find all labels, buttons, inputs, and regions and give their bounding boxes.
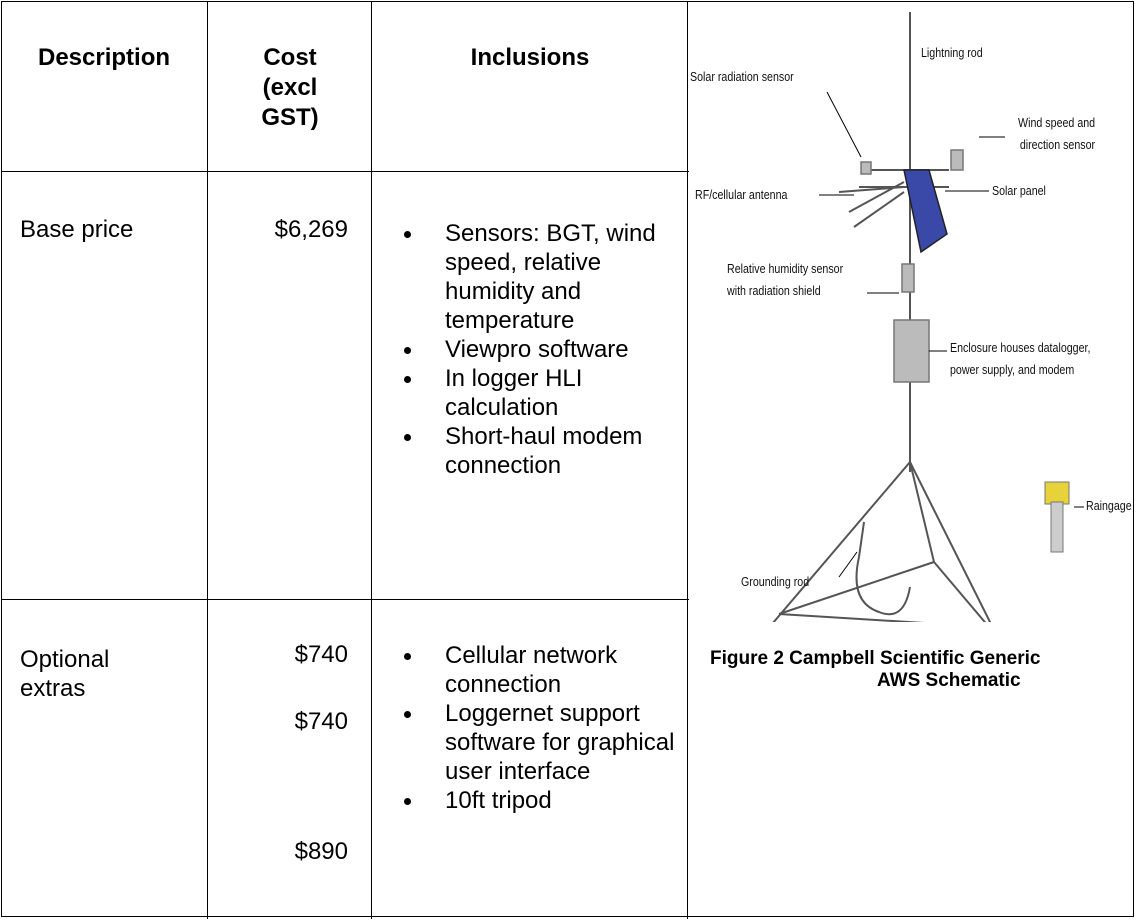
figure-label: Grounding rod (741, 571, 809, 593)
cost: $740 (294, 708, 348, 735)
description: Base price (20, 216, 134, 243)
figure-caption: AWS Schematic (877, 670, 1021, 691)
inclusion: Viewpro software (373, 335, 685, 364)
aws-schematic (772, 12, 1084, 622)
label-line: Lightning rod (921, 45, 983, 60)
inclusion-list: Cellular network connection Loggernet su… (373, 641, 685, 815)
inclusion: Loggernet support software for graphical… (373, 699, 685, 786)
figure-label: Wind speed and direction sensor (1010, 112, 1095, 156)
figure-label: Raingage (1086, 495, 1132, 517)
label-line: Grounding rod (741, 574, 810, 589)
figure-label: RF/cellular antenna (695, 184, 787, 206)
header-cell: Inclusions (470, 44, 590, 71)
label-line: direction sensor (1019, 137, 1096, 152)
inclusion: Sensors: BGT, wind speed, relative humid… (373, 219, 685, 335)
label-line: RF/cellular antenna (695, 187, 788, 202)
inclusion: Cellular network connection (373, 641, 685, 699)
figure-label: Relative humidity sensor with radiation s… (727, 258, 843, 302)
inclusion-list: Sensors: BGT, wind speed, relative humid… (373, 219, 685, 480)
figure-label: Solar panel (992, 180, 1046, 202)
figure-label: Lightning rod (921, 42, 983, 64)
label-line: Wind speed and (1018, 115, 1096, 130)
column-divider (371, 1, 372, 919)
label-line: Relative humidity sensor (727, 261, 844, 276)
row-divider (1, 599, 689, 600)
header-cell: Description (37, 44, 171, 71)
inclusion: Short-haul modem connection (373, 422, 685, 480)
header-cell: Cost (excl GST) (261, 44, 319, 131)
column-divider (687, 1, 688, 919)
cost: $890 (294, 838, 348, 865)
label-line: Enclosure houses datalogger, (950, 340, 1091, 355)
figure-label: Enclosure houses datalogger, power supply… (950, 337, 1090, 381)
inclusion: In logger HLI calculation (373, 364, 685, 422)
description: Optional extras (20, 646, 110, 702)
inclusion: 10ft tripod (373, 786, 685, 815)
figure-label: Solar radiation sensor (690, 66, 794, 88)
label-line: Solar panel (992, 183, 1046, 198)
label-line: Raingage (1086, 498, 1132, 513)
cost: $740 (294, 641, 348, 668)
figure-caption: Figure 2 Campbell Scientific Generic (710, 648, 1041, 669)
cost: $6,269 (274, 216, 348, 243)
column-divider (207, 1, 208, 919)
label-line: Solar radiation sensor (690, 69, 794, 84)
label-line: with radiation shield (727, 283, 821, 298)
row-divider (1, 171, 689, 172)
label-line: power supply, and modem (950, 362, 1075, 377)
